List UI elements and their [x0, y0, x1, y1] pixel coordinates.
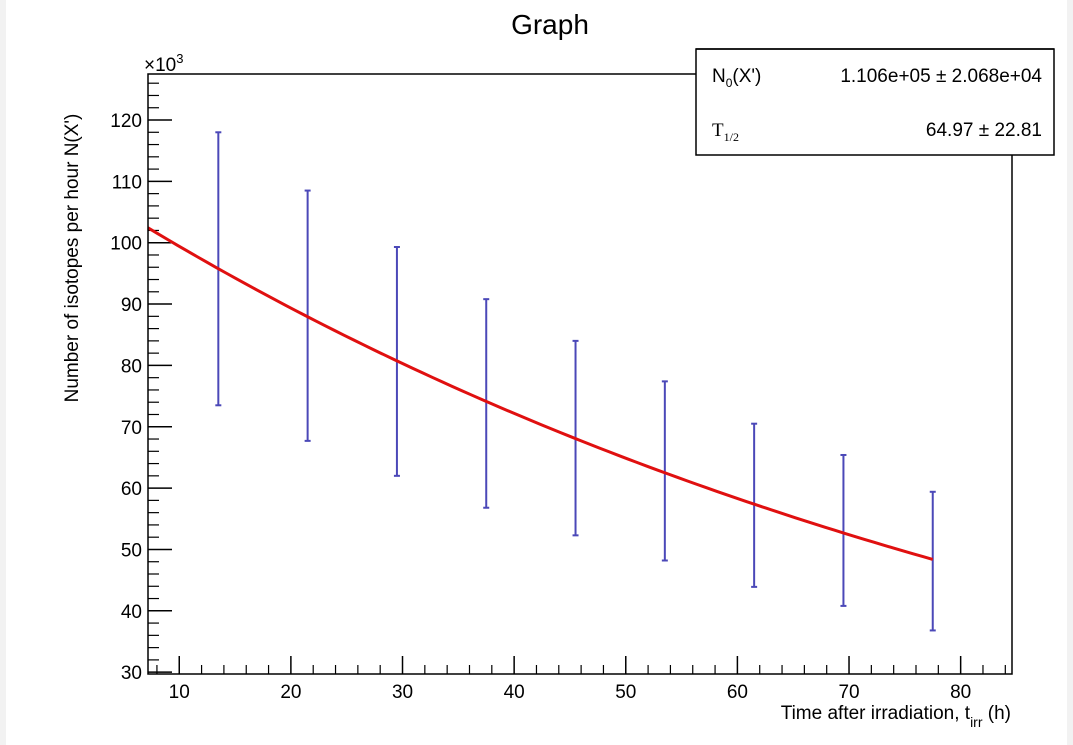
x-axis-title: Time after irradiation, tirr (h)	[781, 703, 1011, 730]
y-tick-label: 80	[121, 356, 142, 377]
data-point-errorbar	[483, 298, 490, 509]
stats-thalf-label: T1/2	[712, 120, 739, 144]
y-multiplier-label: ×103	[144, 51, 183, 76]
y-tick-label: 100	[110, 234, 142, 255]
x-tick-label: 40	[504, 682, 525, 703]
stats-thalf-value: 64.97 ± 22.81	[926, 120, 1042, 141]
x-axis-title-sub: irr	[970, 714, 983, 730]
x-tick-label: 70	[838, 682, 859, 703]
stats-n0-value: 1.106e+05 ± 2.068e+04	[840, 66, 1042, 87]
y-multiplier-exponent: 3	[176, 51, 183, 66]
fit-curve	[147, 226, 934, 561]
y-tick-label: 120	[110, 111, 142, 132]
x-axis-title-main: Time after irradiation, t	[781, 703, 971, 724]
y-tick-label: 30	[121, 663, 142, 684]
x-tick-label: 50	[615, 682, 636, 703]
data-point-errorbar	[661, 380, 668, 562]
x-tick-label: 30	[392, 682, 413, 703]
plot-canvas: 10 20 30 40 50 60 70 80 30 40 50 60 70 80 90 100 110 120 …	[6, 0, 1067, 745]
stats-box-frame	[695, 48, 1055, 156]
x-tick-label: 10	[169, 682, 190, 703]
stats-box: N0(X') 1.106e+05 ± 2.068e+04 T1/2 64.97 …	[695, 48, 1055, 156]
x-tick-label: 20	[280, 682, 301, 703]
y-multiplier-base: ×10	[144, 55, 176, 76]
stats-n0-label: N0(X')	[712, 66, 761, 90]
y-tick-label: 50	[121, 540, 142, 561]
y-tick-label: 40	[121, 602, 142, 623]
y-tick-label: 90	[121, 295, 142, 316]
y-axis-title: Number of isotopes per hour N(X')	[62, 114, 83, 403]
x-axis-title-unit: (h)	[983, 703, 1012, 724]
x-tick-label: 80	[950, 682, 971, 703]
chart-title: Graph	[511, 9, 589, 40]
y-tick-label: 60	[121, 479, 142, 500]
plot-frame	[147, 73, 1013, 675]
chart: 10 20 30 40 50 60 70 8030405060708090100110120 …	[62, 9, 1055, 730]
data-point-errorbar	[840, 453, 847, 607]
data-point-errorbar	[929, 490, 936, 632]
y-tick-label: 70	[121, 418, 142, 439]
y-tick-label: 110	[112, 172, 142, 193]
x-tick-label: 60	[727, 682, 748, 703]
